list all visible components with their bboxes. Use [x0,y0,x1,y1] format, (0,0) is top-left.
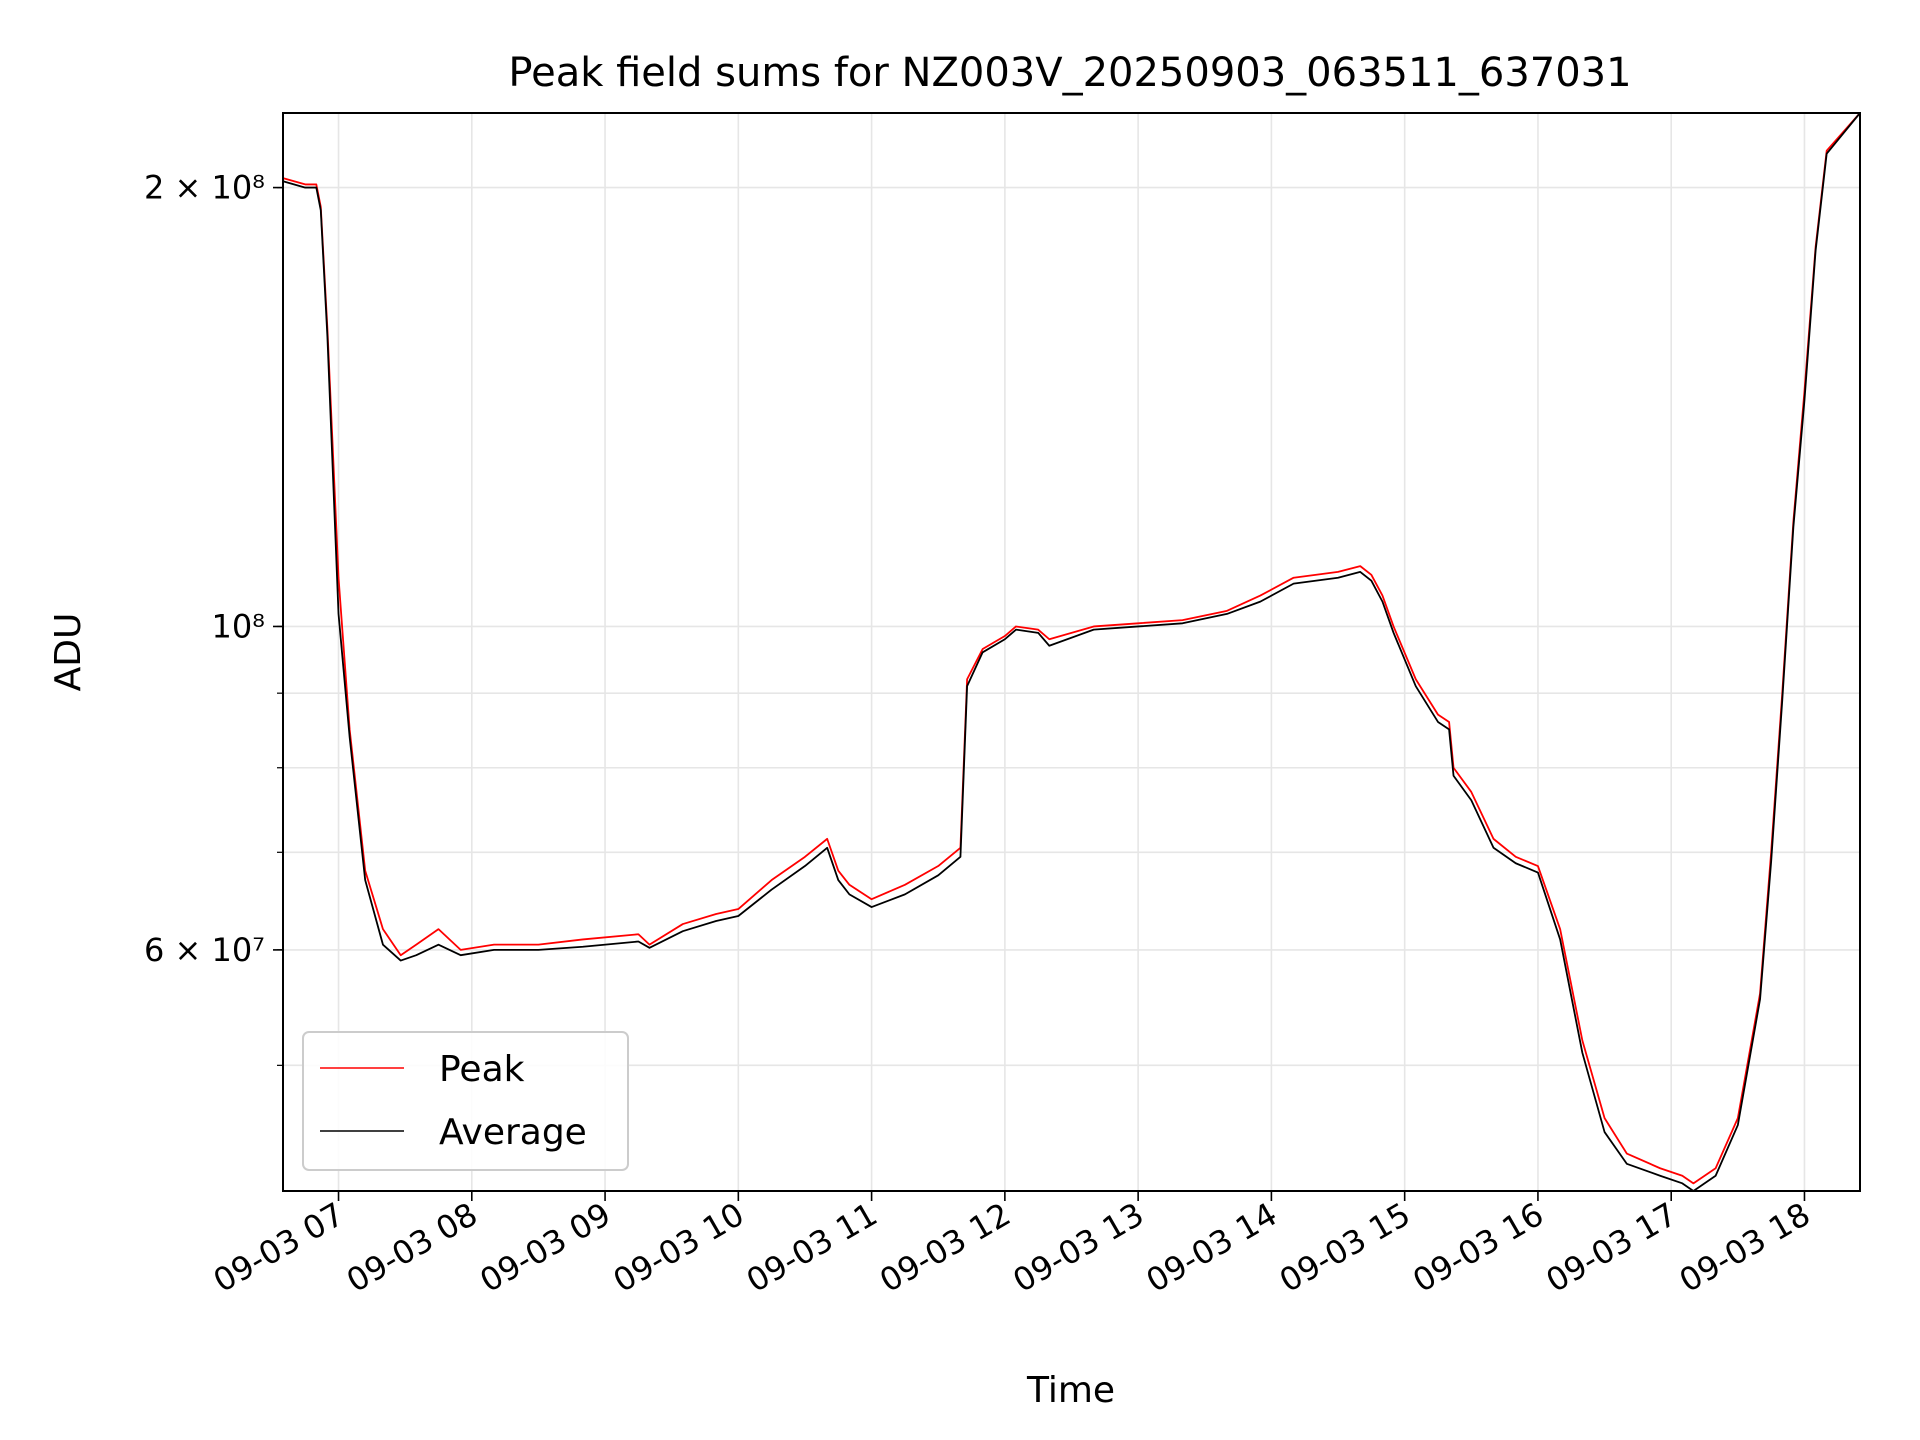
legend: Peak Average [302,1031,629,1171]
y-axis-ticks: 2 × 10⁸ 10⁸ 6 × 10⁷ [144,169,283,1066]
chart-title: Peak field sums for NZ003V_20250903_0635… [508,50,1631,96]
legend-box [302,1031,629,1171]
legend-label-average: Average [439,1112,587,1153]
y-tick-label: 2 × 10⁸ [144,169,265,207]
series-line-average [282,112,1861,1192]
y-axis-label: ADU [48,613,89,692]
y-tick-label: 6 × 10⁷ [144,931,265,969]
series-line-peak [282,112,1861,1185]
x-axis-label: Time [1026,1370,1115,1411]
y-tick-label: 10⁸ [211,607,265,645]
legend-label-peak: Peak [439,1049,525,1090]
plot-frame [282,112,1861,1192]
series-layer [282,112,1861,1192]
grid [283,113,1860,1191]
